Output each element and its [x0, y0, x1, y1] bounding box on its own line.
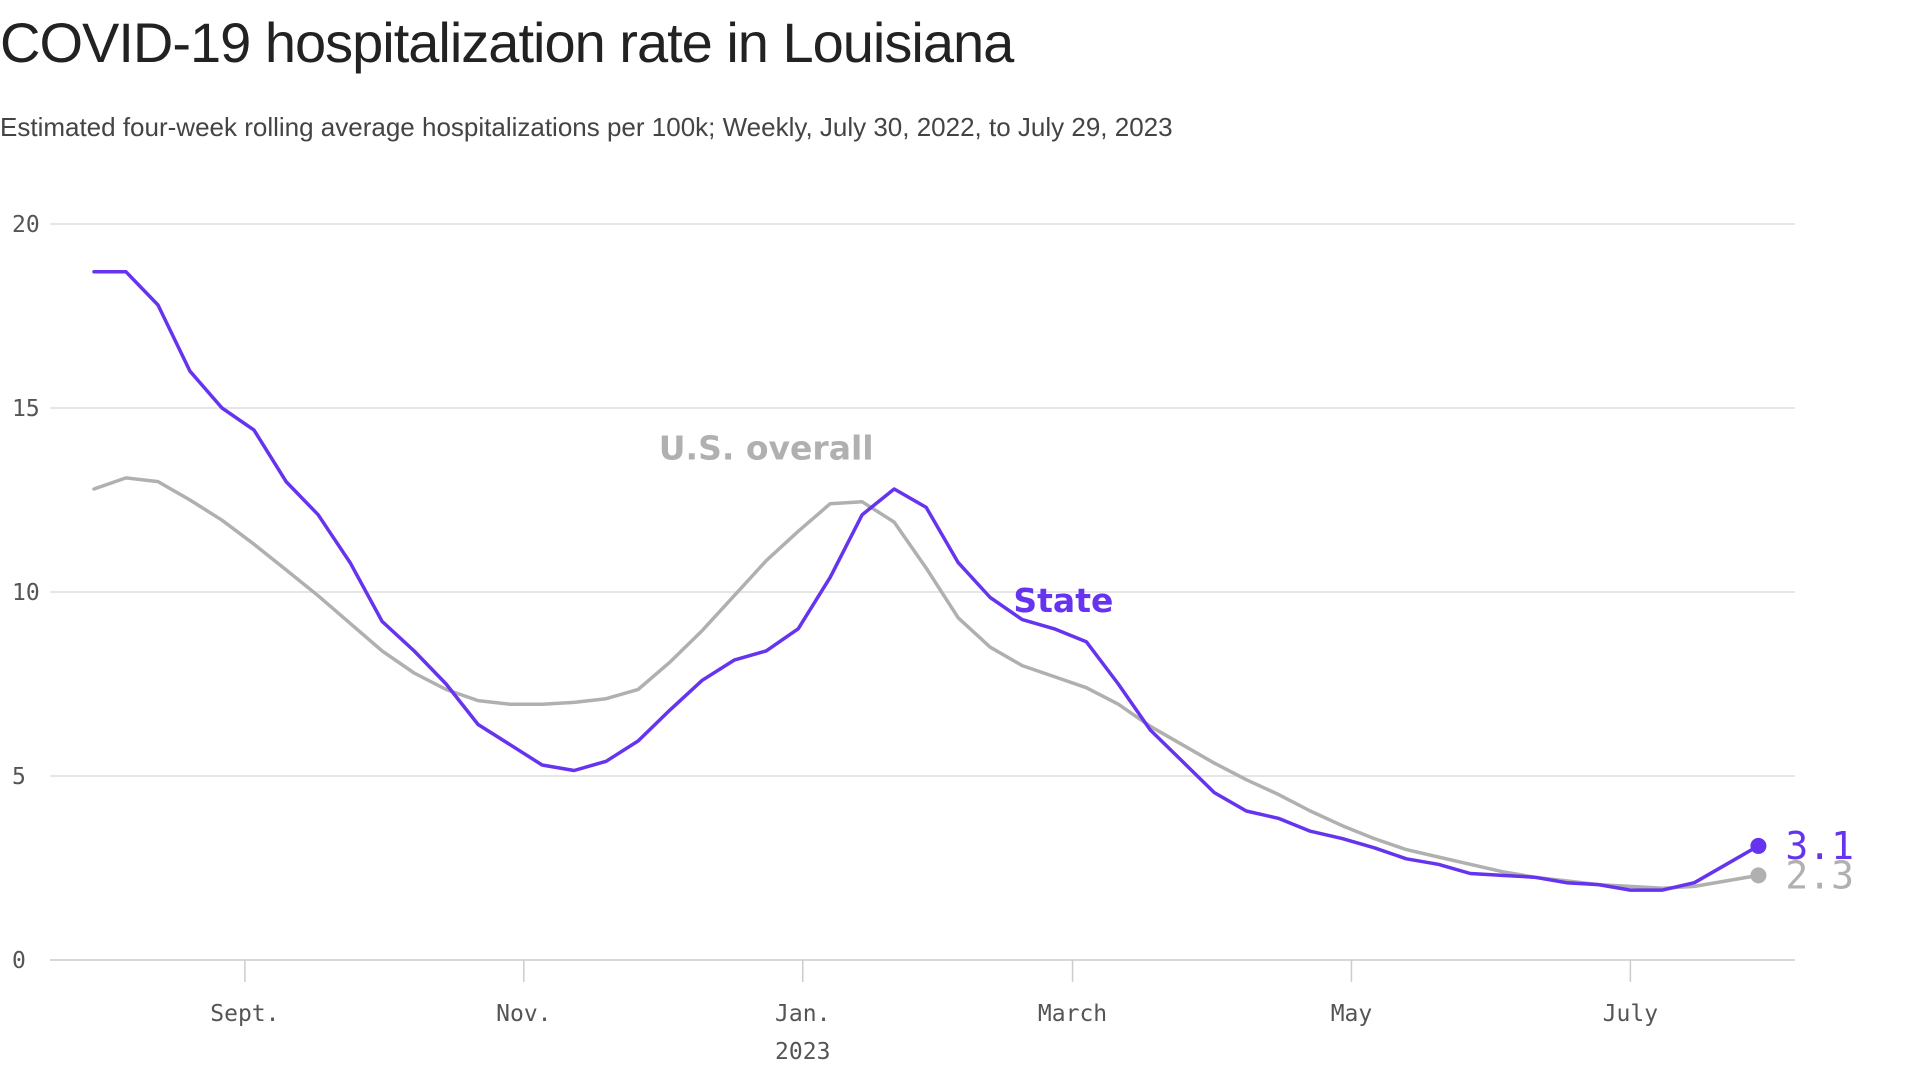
- series-labels: 2.33.1 U.S. overall State: [659, 429, 1854, 898]
- series-name-label: U.S. overall: [659, 429, 874, 468]
- series-line-1: [92, 270, 1761, 892]
- y-tick-label: 15: [12, 396, 40, 422]
- chart-title: COVID-19 hospitalization rate in Louisia…: [0, 11, 1014, 74]
- x-tick-label: March: [1038, 1001, 1107, 1027]
- axes: 0 5 10 15 20 Sept. Nov. Jan. 2023 March May July: [12, 212, 1658, 1065]
- x-tick-year-label: 2023: [775, 1039, 830, 1065]
- x-tick-label: May: [1331, 1001, 1373, 1027]
- series-lines: [92, 270, 1767, 892]
- series-end-point: [1750, 837, 1767, 854]
- x-tick-label: Nov.: [496, 1001, 551, 1027]
- y-tick-label: 10: [12, 580, 40, 606]
- y-tick-label: 0: [12, 948, 26, 974]
- series-end-point: [1750, 867, 1767, 884]
- x-tick-label: July: [1603, 1001, 1658, 1027]
- x-tick-label: Sept.: [210, 1001, 279, 1027]
- gridlines: [50, 223, 1795, 961]
- series-name-label: State: [1013, 581, 1113, 620]
- x-tick-label: Jan.: [775, 1001, 830, 1027]
- y-tick-label: 5: [12, 764, 26, 790]
- series-line-0: [92, 476, 1761, 890]
- chart-subtitle: Estimated four-week rolling average hosp…: [0, 112, 1173, 142]
- series-end-value: 2.3: [1785, 853, 1854, 897]
- y-tick-label: 20: [12, 212, 40, 238]
- series-end-value: 3.1: [1785, 824, 1854, 868]
